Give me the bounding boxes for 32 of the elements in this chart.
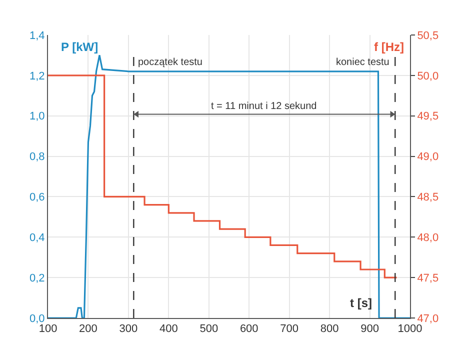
y2-axis-title: f [Hz] <box>374 40 404 54</box>
x-tick-label: 300 <box>119 323 138 336</box>
y-tick-label: 0,4 <box>30 232 45 244</box>
y2-tick-label: 50,0 <box>417 70 439 82</box>
y-tick-label: 0,8 <box>30 151 45 164</box>
y2-tick-label: 48,5 <box>417 192 439 204</box>
x-tick-label: 100 <box>38 323 58 336</box>
y-tick-label: 0,2 <box>30 272 45 284</box>
y2-tick-label: 47,0 <box>417 312 439 325</box>
y2-tick-label: 49,0 <box>417 151 439 164</box>
y2-tick-label: 48,0 <box>417 232 439 244</box>
x-tick-label: 700 <box>280 323 299 336</box>
y2-tick-label: 50,5 <box>417 30 439 42</box>
y-tick-label: 1,0 <box>30 110 45 123</box>
y-tick-label: 0,0 <box>30 312 45 325</box>
annotation: t = 11 minut i 12 sekund <box>211 101 317 112</box>
y2-tick-label: 49,5 <box>417 110 439 123</box>
x-tick-label: 800 <box>320 323 339 336</box>
x-tick-label: 900 <box>360 323 379 336</box>
x-tick-label: 600 <box>240 323 258 336</box>
x-tick-label: 1000 <box>398 323 422 336</box>
x-tick-label: 400 <box>159 323 178 336</box>
y-tick-label: 0,6 <box>30 192 45 204</box>
x-tick-label: 200 <box>79 323 98 336</box>
y-axis-title: P [kW] <box>61 40 98 54</box>
ref-line-label: początek testu <box>138 57 202 68</box>
x-axis-title: t [s] <box>350 296 372 310</box>
y2-tick-label: 47,5 <box>417 272 439 284</box>
ref-line-label: koniec testu <box>336 57 390 68</box>
y-tick-label: 1,2 <box>30 70 45 82</box>
y-tick-label: 1,4 <box>30 30 45 42</box>
x-tick-label: 500 <box>200 323 218 336</box>
